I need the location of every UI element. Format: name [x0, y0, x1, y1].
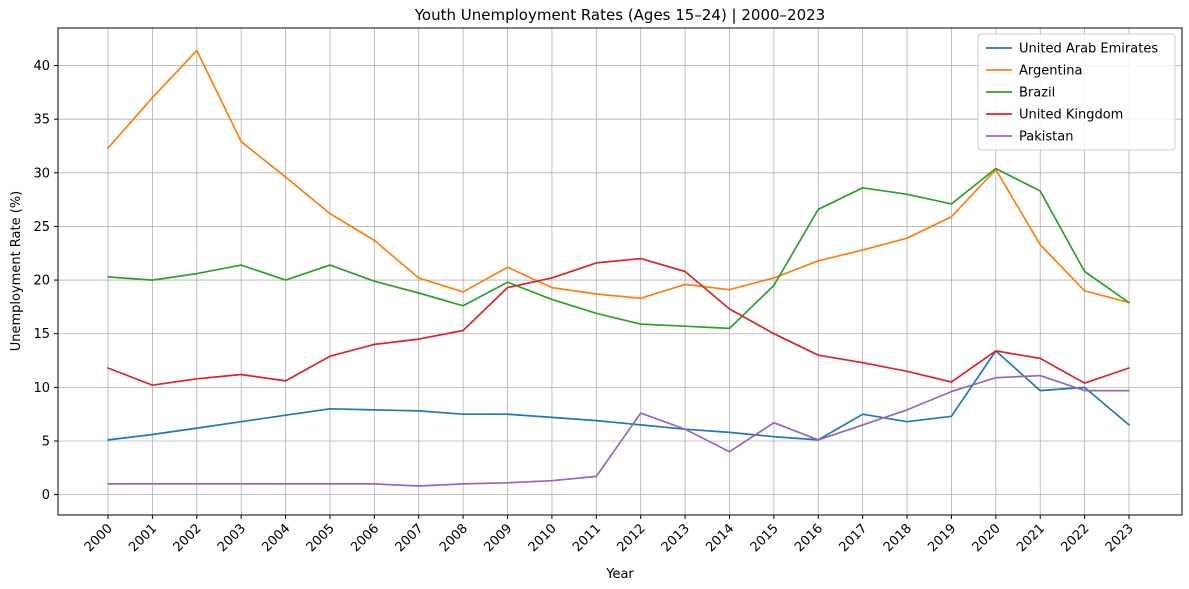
x-tick-label: 2012: [615, 521, 649, 555]
x-tick-label: 2009: [481, 521, 515, 555]
y-axis-title: Unemployment Rate (%): [9, 191, 24, 352]
legend-box: [977, 33, 1176, 151]
x-tick-label: 2004: [259, 521, 293, 555]
y-axis-ticks: 0 5 10 15 20 25 30 35 40: [33, 59, 58, 503]
plot-frame: [57, 27, 1183, 516]
series-line-argentina: [107, 49, 1130, 304]
y-tick-label: 10: [33, 381, 50, 396]
series-line-united-kingdom: [107, 257, 1130, 387]
x-tick-label: 2011: [570, 521, 604, 555]
y-tick-label: 5: [42, 434, 50, 449]
x-tick-label: 2023: [1103, 521, 1137, 555]
series-line-brazil: [107, 167, 1130, 330]
legend-items: United Arab Emirates Argentina Brazil Unite…: [986, 42, 1158, 145]
x-tick-label: 2017: [836, 521, 870, 555]
legend-label-argentina: Argentina: [1019, 64, 1082, 79]
legend: United Arab Emirates Argentina Brazil Unite…: [977, 33, 1176, 151]
x-axis-title: Year: [605, 567, 634, 582]
legend-label-united-kingdom: United Kingdom: [1019, 108, 1123, 123]
x-tick-label: 2001: [126, 521, 160, 555]
y-tick-label: 35: [33, 113, 50, 128]
x-tick-label: 2006: [348, 521, 382, 555]
x-tick-label: 2018: [881, 521, 915, 555]
x-tick-label: 2021: [1014, 521, 1048, 555]
y-tick-label: 0: [42, 488, 50, 503]
x-tick-label: 2003: [215, 521, 249, 555]
x-tick-label: 2002: [171, 521, 205, 555]
grid-lines: [58, 28, 1182, 515]
legend-label-brazil: Brazil: [1019, 86, 1055, 101]
x-tick-label: 2008: [437, 521, 471, 555]
chart-title: Youth Unemployment Rates (Ages 15–24) | …: [414, 6, 825, 24]
x-tick-label: 2005: [304, 521, 338, 555]
x-tick-label: 2010: [526, 521, 560, 555]
x-axis-ticks: 2000 2001 2002 2003 2004 2005 2006 2007 2008 2009…: [82, 515, 1137, 555]
x-tick-label: 2020: [970, 521, 1004, 555]
series-lines: [107, 49, 1130, 487]
x-tick-label: 2019: [925, 521, 959, 555]
x-tick-label: 2013: [659, 521, 693, 555]
x-tick-label: 2014: [703, 521, 737, 555]
x-tick-label: 2016: [792, 521, 826, 555]
series-line-united-arab-emirates: [107, 350, 1130, 441]
x-tick-label: 2015: [748, 521, 782, 555]
y-tick-label: 25: [33, 220, 50, 235]
y-tick-label: 20: [33, 274, 50, 289]
y-tick-label: 40: [33, 59, 50, 74]
y-tick-label: 15: [33, 327, 50, 342]
y-tick-label: 30: [33, 166, 50, 181]
legend-label-united-arab-emirates: United Arab Emirates: [1019, 42, 1158, 57]
x-tick-label: 2007: [393, 521, 427, 555]
legend-label-pakistan: Pakistan: [1019, 130, 1073, 145]
x-tick-label: 2000: [82, 521, 116, 555]
series-line-pakistan: [107, 374, 1130, 487]
x-tick-label: 2022: [1058, 521, 1092, 555]
